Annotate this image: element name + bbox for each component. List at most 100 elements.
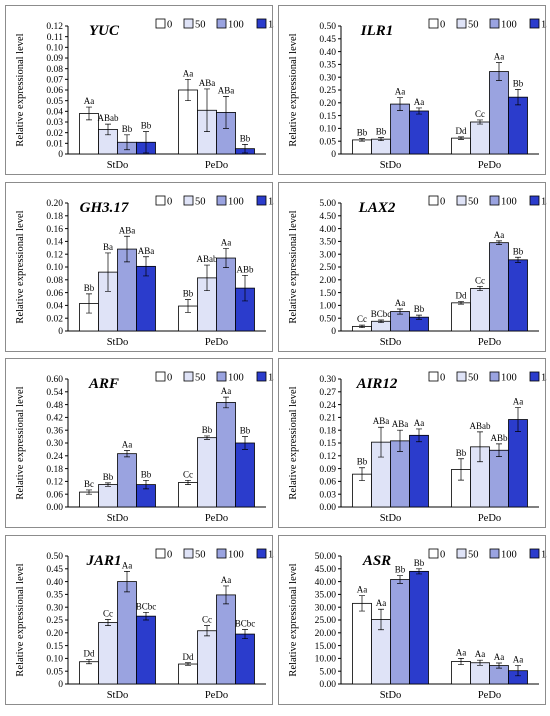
error-bar — [477, 659, 483, 666]
legend-swatch-100 — [216, 195, 227, 206]
chart-title: ILR1 — [360, 23, 394, 39]
legend-swatch-50 — [456, 548, 467, 559]
legend-label-50: 50 — [195, 20, 206, 31]
legend-label-100: 100 — [501, 373, 517, 384]
y-tick-label: 0.12 — [46, 478, 63, 488]
error-bar — [185, 299, 191, 313]
significance-label: ABa — [138, 246, 155, 256]
significance-label: Aa — [84, 96, 95, 106]
y-tick-label: 0.04 — [46, 108, 63, 118]
error-bar — [378, 608, 384, 631]
bar-100-pedo — [489, 242, 509, 332]
error-bar — [124, 235, 130, 263]
error-bar — [223, 396, 229, 409]
chart-panel-air12: 0.00 0.03 0.06 0.09 0.12 0.15 0.18 0.21 0.24 0.27… — [278, 358, 547, 528]
legend-swatch-50 — [183, 18, 194, 29]
y-tick-label: 0.25 — [46, 616, 63, 626]
significance-label: Dd — [84, 649, 95, 659]
bar-100-pedo — [216, 257, 236, 332]
significance-label: Cc — [475, 109, 485, 119]
error-bar — [496, 662, 502, 669]
y-tick-label: 0.08 — [46, 276, 63, 286]
legend-swatch-100 — [216, 371, 227, 382]
error-bar — [359, 138, 365, 142]
y-axis-label: Relative expressional level — [288, 386, 299, 499]
legend-swatch-0 — [428, 18, 439, 29]
chart-svg: 0 0.02 0.04 0.06 0.08 0.10 0.12 0.14 0.16 0.18 0.2… — [15, 195, 274, 348]
significance-label: Aa — [513, 397, 524, 407]
legend-label-0: 0 — [167, 20, 172, 31]
y-tick-label: 0 — [331, 150, 336, 160]
y-tick-label: 0.11 — [47, 33, 64, 43]
legend-swatch-100 — [489, 195, 500, 206]
error-bar — [204, 625, 210, 637]
y-tick-label: 0.12 — [319, 452, 336, 462]
y-tick-label: 0.30 — [319, 73, 336, 83]
y-tick-label: 30.00 — [315, 603, 337, 613]
error-bar — [416, 428, 422, 443]
legend-swatch-50 — [183, 195, 194, 206]
significance-label: Aa — [376, 598, 387, 608]
error-bar — [105, 619, 111, 626]
legend-swatch-0 — [428, 371, 439, 382]
y-tick-label: 3.50 — [319, 238, 336, 248]
error-bar — [416, 568, 422, 575]
significance-label: Aa — [414, 418, 425, 428]
legend-swatch-50 — [183, 548, 194, 559]
legend-swatch-100 — [489, 18, 500, 29]
x-category-label: StDo — [380, 513, 402, 524]
y-tick-label: 0.10 — [46, 44, 63, 54]
legend-label-100: 100 — [501, 550, 517, 561]
chart-panel-arf: 0.00 0.06 0.12 0.18 0.24 0.30 0.36 0.42 0.48 0.54… — [5, 358, 274, 528]
error-bar — [105, 482, 111, 487]
chart-title: JAR1 — [85, 553, 121, 569]
error-bar — [515, 407, 521, 432]
significance-label: ABa — [373, 416, 390, 426]
x-category-label: StDo — [107, 513, 129, 524]
chart-title: ASR — [362, 553, 391, 569]
significance-label: Aa — [122, 560, 133, 570]
legend-label-50: 50 — [468, 373, 479, 384]
significance-label: Cc — [357, 314, 367, 324]
significance-label: Bb — [414, 558, 425, 568]
significance-label: Dd — [183, 652, 194, 662]
y-tick-label: 5.00 — [319, 667, 336, 677]
significance-label: Bb — [357, 457, 368, 467]
legend-label-0: 0 — [440, 20, 445, 31]
y-tick-label: 0.10 — [46, 263, 63, 273]
legend-label-150: 150 — [541, 197, 547, 208]
significance-label: Aa — [221, 237, 232, 247]
significance-label: Bb — [513, 246, 524, 256]
significance-label: Aa — [414, 97, 425, 107]
error-bar — [223, 248, 229, 268]
bar-100-pedo — [489, 449, 509, 508]
error-bar — [378, 319, 384, 323]
error-bar — [86, 293, 92, 314]
significance-label: Aa — [183, 68, 194, 78]
x-category-label: PeDo — [478, 513, 501, 524]
y-tick-label: 3.00 — [319, 250, 336, 260]
error-bar — [185, 78, 191, 102]
significance-label: Bb — [84, 283, 95, 293]
bar-0-stdo — [352, 139, 372, 155]
chart-panel-yuc: 0 0.01 0.02 0.03 0.04 0.05 0.06 0.07 0.08 0.09 0.1… — [5, 5, 274, 175]
error-bar — [397, 308, 403, 315]
significance-label: Bb — [103, 472, 114, 482]
bar-0-stdo — [79, 661, 99, 685]
legend-label-150: 150 — [268, 20, 274, 31]
error-bar — [397, 429, 403, 452]
y-tick-label: 0.09 — [46, 54, 63, 64]
error-bar — [477, 119, 483, 125]
y-tick-label: 0.03 — [319, 490, 336, 500]
error-bar — [458, 458, 464, 481]
legend-label-100: 100 — [228, 197, 244, 208]
legend-label-100: 100 — [228, 550, 244, 561]
error-bar — [124, 450, 130, 458]
error-bar — [359, 324, 365, 329]
error-bar — [496, 62, 502, 81]
bar-100-stdo — [390, 311, 410, 332]
significance-label: Bb — [183, 289, 194, 299]
significance-label: Aa — [221, 575, 232, 585]
y-tick-label: 0.42 — [46, 414, 63, 424]
significance-label: ABab — [98, 113, 119, 123]
